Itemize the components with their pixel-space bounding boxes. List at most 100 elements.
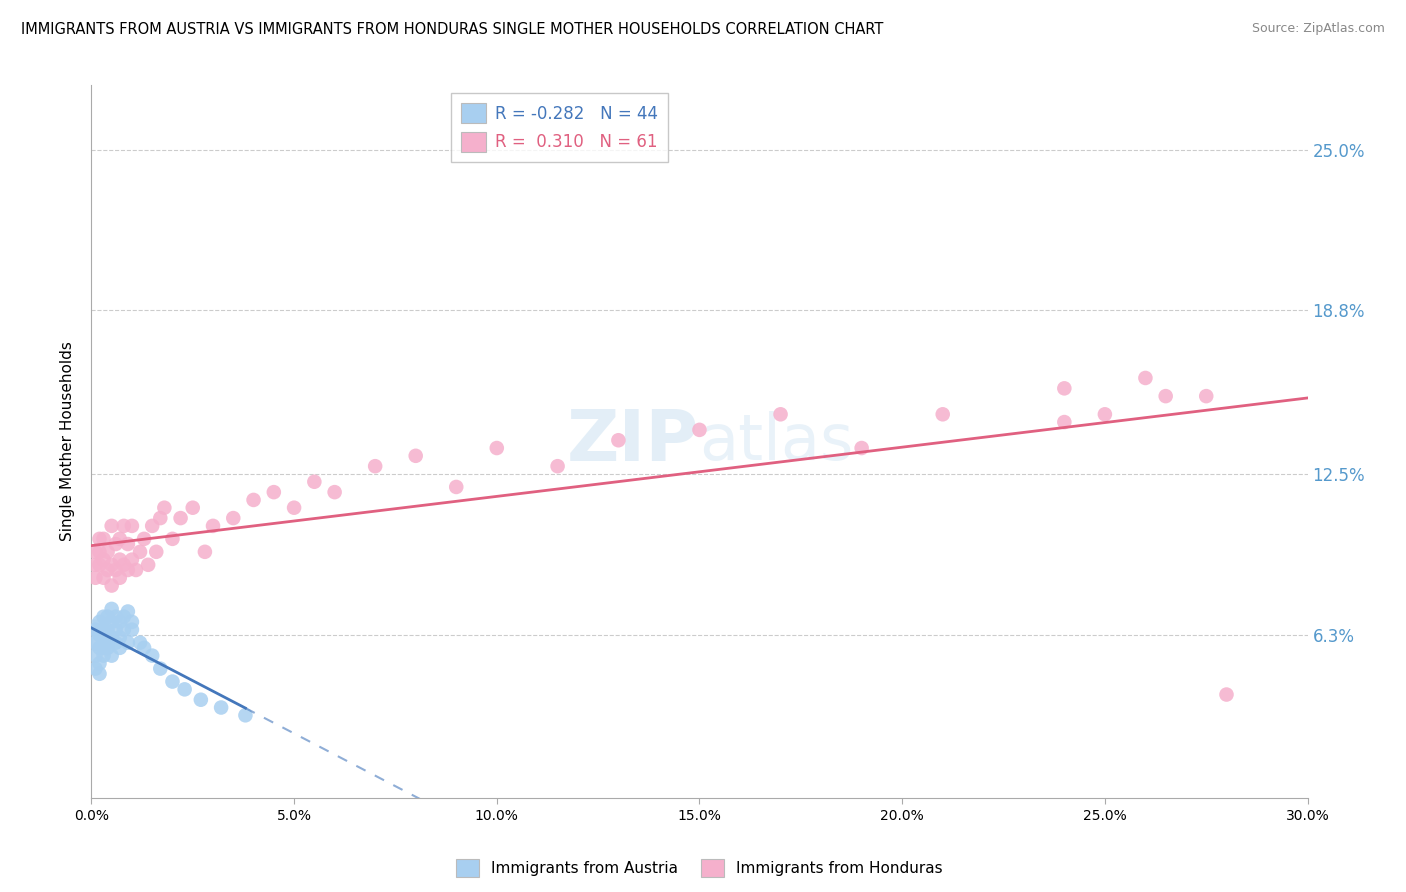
Point [242, 492, 264, 507]
Point [108, 640, 131, 655]
Point [1154, 389, 1177, 403]
Point [364, 459, 387, 474]
Point [97, 563, 120, 577]
Text: atlas: atlas [699, 410, 853, 473]
Point [89, 628, 111, 642]
Point [132, 532, 155, 546]
Point [1215, 688, 1237, 702]
Point [181, 500, 204, 515]
Point [112, 623, 135, 637]
Point [304, 475, 326, 489]
Point [84, 545, 107, 559]
Point [100, 602, 122, 616]
Point [108, 552, 131, 566]
Point [97, 635, 120, 649]
Point [93, 635, 115, 649]
Point [82, 628, 104, 642]
Point [1135, 371, 1157, 385]
Point [149, 662, 172, 676]
Point [194, 545, 217, 559]
Point [100, 615, 122, 629]
Point [121, 552, 143, 566]
Point [89, 615, 111, 629]
Point [104, 537, 127, 551]
Point [141, 648, 163, 663]
Point [100, 558, 122, 572]
Point [405, 449, 427, 463]
Point [209, 700, 232, 714]
Point [84, 623, 107, 637]
Point [1053, 415, 1076, 429]
Point [851, 441, 873, 455]
Point [145, 545, 167, 559]
Point [108, 615, 131, 629]
Point [117, 605, 139, 619]
Point [136, 558, 159, 572]
Point [162, 532, 184, 546]
Point [104, 609, 127, 624]
Point [169, 511, 191, 525]
Point [1094, 407, 1116, 421]
Point [104, 623, 127, 637]
Point [129, 545, 152, 559]
Point [121, 623, 143, 637]
Point [173, 682, 195, 697]
Point [1053, 381, 1076, 395]
Point [112, 558, 135, 572]
Point [89, 545, 111, 559]
Point [89, 657, 111, 671]
Text: IMMIGRANTS FROM AUSTRIA VS IMMIGRANTS FROM HONDURAS SINGLE MOTHER HOUSEHOLDS COR: IMMIGRANTS FROM AUSTRIA VS IMMIGRANTS FR… [21, 22, 883, 37]
Point [93, 552, 115, 566]
Point [1195, 389, 1218, 403]
Point [125, 563, 148, 577]
Point [100, 578, 122, 592]
Point [263, 485, 285, 500]
Point [117, 537, 139, 551]
Point [84, 558, 107, 572]
Point [112, 519, 135, 533]
Point [93, 532, 115, 546]
Point [235, 708, 257, 723]
Point [149, 511, 172, 525]
Point [104, 635, 127, 649]
Point [100, 631, 122, 645]
Point [84, 648, 107, 663]
Point [93, 648, 115, 663]
Point [100, 648, 122, 663]
Point [190, 692, 212, 706]
Point [89, 532, 111, 546]
Point [84, 662, 107, 676]
Text: ZIP: ZIP [567, 407, 699, 476]
Point [93, 571, 115, 585]
Point [108, 532, 131, 546]
Point [153, 500, 176, 515]
Point [117, 563, 139, 577]
Point [283, 500, 305, 515]
Point [607, 434, 630, 448]
Point [485, 441, 508, 455]
Point [129, 635, 152, 649]
Legend: Immigrants from Austria, Immigrants from Honduras: Immigrants from Austria, Immigrants from… [450, 853, 949, 883]
Point [89, 640, 111, 655]
Point [97, 609, 120, 624]
Point [547, 459, 569, 474]
Point [141, 519, 163, 533]
Point [202, 519, 225, 533]
Point [444, 480, 467, 494]
Point [97, 623, 120, 637]
Point [97, 545, 120, 559]
Point [112, 609, 135, 624]
Point [89, 558, 111, 572]
Point [93, 640, 115, 655]
Point [100, 519, 122, 533]
Point [93, 623, 115, 637]
Point [84, 571, 107, 585]
Point [121, 615, 143, 629]
Point [323, 485, 346, 500]
Point [769, 407, 792, 421]
Point [104, 563, 127, 577]
Point [931, 407, 953, 421]
Point [222, 511, 245, 525]
Point [688, 423, 710, 437]
Point [89, 666, 111, 681]
